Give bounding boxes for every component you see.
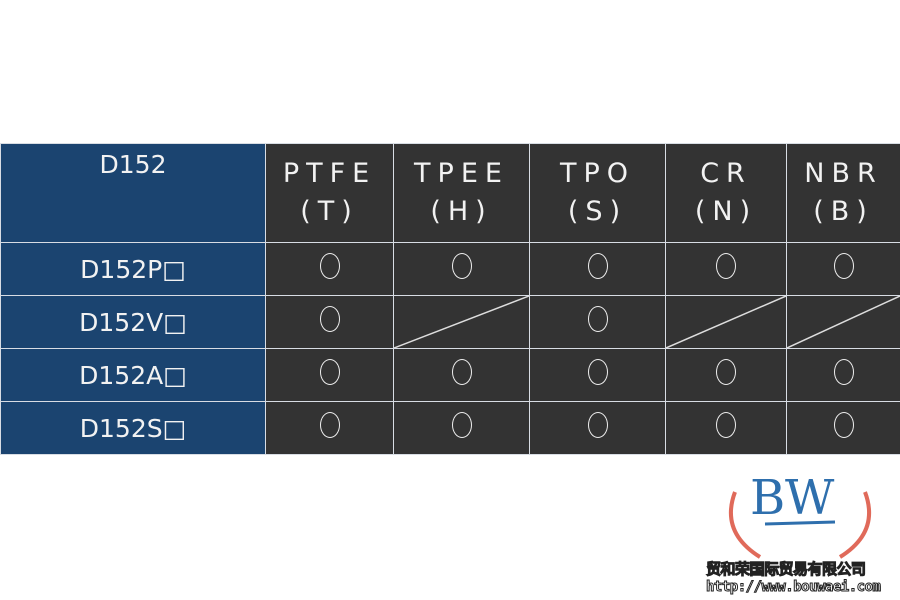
compatible-cell — [265, 295, 394, 349]
diagonal-slash-icon — [394, 296, 529, 348]
circle-icon — [587, 358, 608, 385]
table-row: D152S□ — [0, 401, 900, 455]
circle-icon — [319, 252, 340, 279]
circle-icon — [587, 411, 608, 438]
svg-text:B: B — [750, 470, 785, 526]
circle-icon — [716, 252, 736, 279]
compatible-cell — [265, 348, 394, 402]
column-code: (N) — [694, 196, 758, 227]
column-header: NBR (B) — [786, 143, 900, 243]
column-header: PTFE (T) — [265, 143, 394, 243]
compatible-cell — [393, 401, 530, 455]
circle-icon — [451, 252, 472, 279]
circle-icon — [319, 411, 340, 438]
column-code: (S) — [567, 196, 628, 227]
compatible-cell — [665, 401, 787, 455]
row-label: D152S□ — [0, 401, 266, 455]
circle-icon — [319, 305, 340, 332]
circle-icon — [716, 358, 736, 385]
circle-icon — [319, 358, 340, 385]
circle-icon — [451, 358, 472, 385]
compatible-cell — [786, 242, 900, 296]
compatibility-table: D152 PTFE (T) TPEE (H) TPO (S) CR (N) NBR (B) D152P… — [0, 143, 900, 455]
corner-cell: D152 — [0, 143, 266, 243]
column-header: TPO (S) — [529, 143, 666, 243]
row-label: D152A□ — [0, 348, 266, 402]
company-logo: B W — [728, 470, 872, 559]
company-url: http://www.bouwaei.com — [705, 579, 881, 596]
column-code: (H) — [430, 196, 493, 227]
column-name: NBR — [804, 158, 883, 189]
not-applicable-cell — [665, 295, 787, 349]
compatible-cell — [665, 348, 787, 402]
circle-icon — [587, 305, 608, 332]
row-label: D152P□ — [0, 242, 266, 296]
compatible-cell — [529, 401, 666, 455]
table-row: D152A□ — [0, 348, 900, 402]
circle-icon — [587, 252, 608, 279]
circle-icon — [833, 252, 854, 279]
table-row: D152V□ — [0, 295, 900, 349]
column-code: (T) — [300, 196, 359, 227]
column-name: PTFE — [282, 158, 377, 189]
compatible-cell — [393, 348, 530, 402]
table-row: D152P□ — [0, 242, 900, 296]
compatible-cell — [786, 348, 900, 402]
column-code: (B) — [813, 196, 874, 227]
circle-icon — [716, 411, 736, 438]
compatible-cell — [786, 401, 900, 455]
compatible-cell — [665, 242, 787, 296]
compatible-cell — [265, 401, 394, 455]
not-applicable-cell — [786, 295, 900, 349]
column-header: TPEE (H) — [393, 143, 530, 243]
compatible-cell — [393, 242, 530, 296]
column-name: TPO — [559, 158, 636, 189]
compatible-cell — [265, 242, 394, 296]
compatible-cell — [529, 295, 666, 349]
column-name: CR — [700, 158, 752, 189]
circle-icon — [451, 411, 472, 438]
diagonal-slash-icon — [666, 296, 786, 348]
circle-icon — [833, 358, 854, 385]
company-name: 贸和荣国际贸易有限公司 — [706, 560, 867, 579]
column-header: CR (N) — [665, 143, 787, 243]
diagonal-slash-icon — [787, 296, 900, 348]
compatible-cell — [529, 242, 666, 296]
not-applicable-cell — [393, 295, 530, 349]
compatible-cell — [529, 348, 666, 402]
circle-icon — [833, 411, 854, 438]
header-row: D152 PTFE (T) TPEE (H) TPO (S) CR (N) NBR (B) — [0, 143, 900, 243]
column-name: TPEE — [414, 158, 509, 189]
row-label: D152V□ — [0, 295, 266, 349]
svg-text:W: W — [785, 470, 835, 526]
